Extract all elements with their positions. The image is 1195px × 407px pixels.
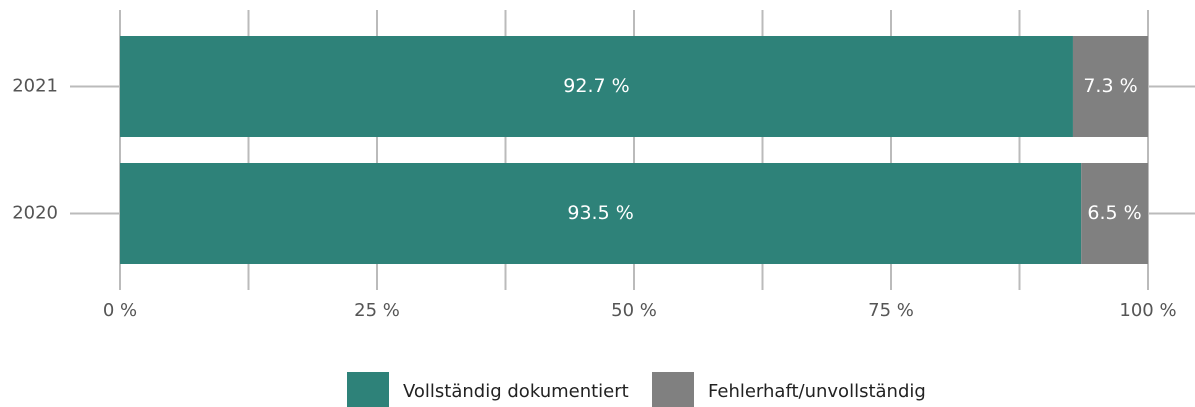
y-tick-label: 2020 <box>12 203 58 224</box>
bar-segment <box>120 163 1082 264</box>
value-label: 92.7 % <box>563 75 629 97</box>
legend-label: Fehlerhaft/unvollständig <box>708 381 926 402</box>
x-tick-label: 25 % <box>354 300 400 321</box>
x-tick-label: 50 % <box>611 300 657 321</box>
x-tick-label: 100 % <box>1119 300 1176 321</box>
bar-segment <box>1081 163 1148 264</box>
legend-swatch <box>652 372 694 407</box>
legend-label: Vollständig dokumentiert <box>403 381 629 402</box>
value-label: 7.3 % <box>1083 75 1137 97</box>
x-tick-label: 0 % <box>103 300 137 321</box>
value-label: 93.5 % <box>567 202 633 224</box>
bar-segment <box>1072 36 1148 137</box>
value-label: 6.5 % <box>1087 202 1141 224</box>
x-tick-label: 75 % <box>868 300 914 321</box>
bar-segment <box>120 36 1073 137</box>
legend-swatch <box>347 372 389 407</box>
y-tick-label: 2021 <box>12 76 58 97</box>
